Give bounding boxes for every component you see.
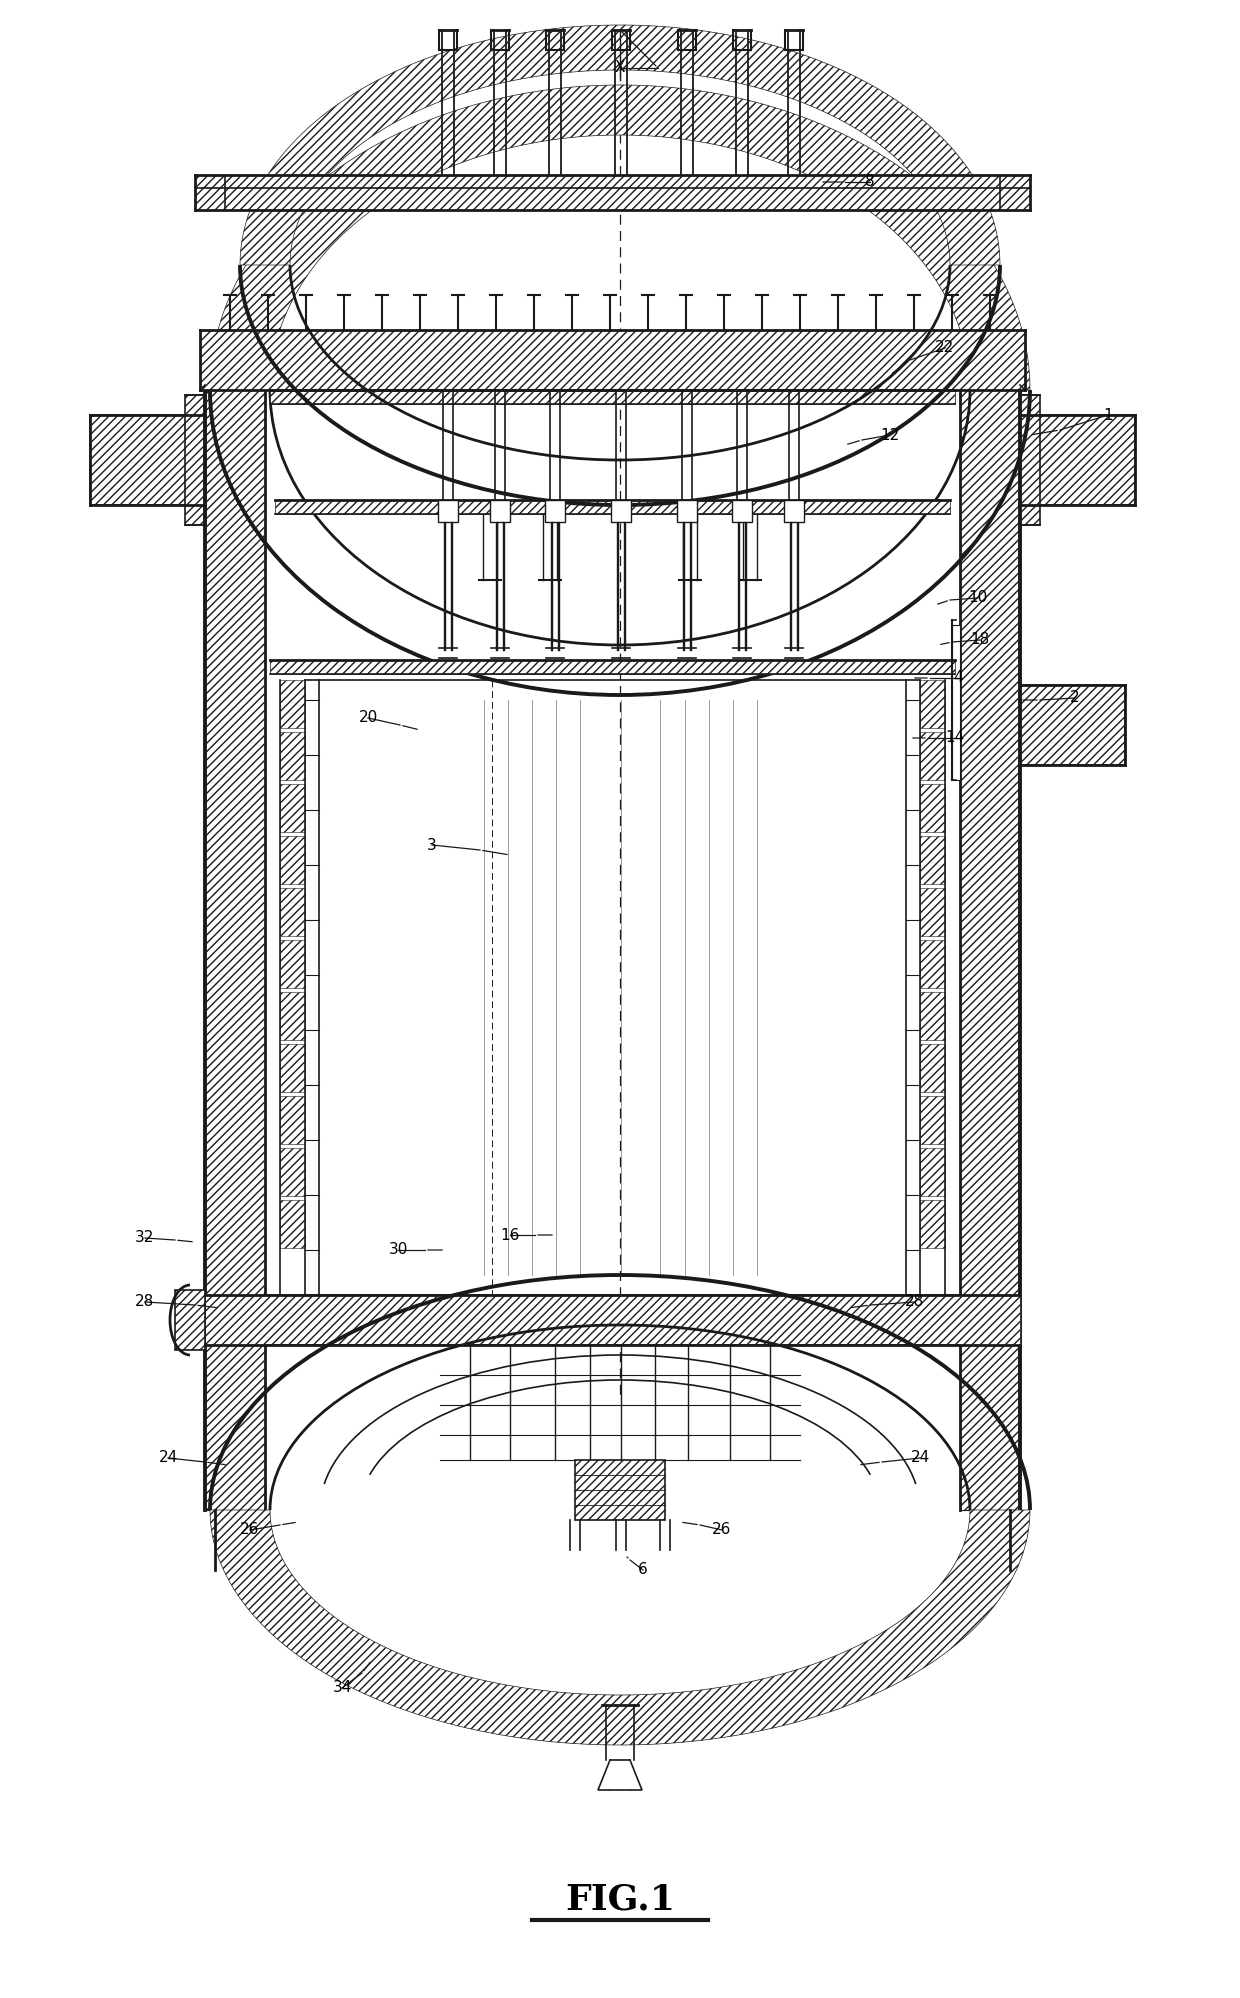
- Bar: [920, 731, 945, 779]
- Bar: [960, 386, 1021, 1510]
- Text: 4: 4: [954, 671, 962, 685]
- Polygon shape: [210, 1510, 1030, 1744]
- Text: 1: 1: [1104, 408, 1112, 422]
- Bar: [280, 783, 305, 831]
- Bar: [1021, 396, 1040, 525]
- Text: 8: 8: [866, 174, 874, 190]
- Bar: [920, 1149, 945, 1197]
- Polygon shape: [241, 26, 999, 266]
- Text: 34: 34: [332, 1680, 352, 1696]
- Bar: [280, 835, 305, 883]
- Bar: [920, 887, 945, 935]
- Bar: [677, 500, 697, 521]
- Bar: [438, 500, 458, 521]
- Bar: [185, 396, 205, 525]
- Bar: [1021, 685, 1125, 765]
- Bar: [611, 500, 631, 521]
- Text: 6: 6: [639, 1562, 647, 1578]
- Bar: [270, 390, 955, 404]
- Text: 3: 3: [427, 837, 436, 853]
- Bar: [546, 500, 565, 521]
- Text: 28: 28: [135, 1295, 155, 1309]
- Text: 30: 30: [388, 1243, 408, 1257]
- Text: 28: 28: [905, 1295, 925, 1309]
- Bar: [280, 991, 305, 1041]
- Bar: [280, 1097, 305, 1145]
- Bar: [1021, 416, 1135, 505]
- Bar: [275, 500, 950, 513]
- Bar: [205, 1295, 1021, 1345]
- Bar: [575, 1461, 665, 1520]
- Bar: [280, 1045, 305, 1093]
- Bar: [280, 939, 305, 987]
- Text: 26: 26: [712, 1522, 732, 1538]
- Bar: [200, 330, 1025, 390]
- Bar: [920, 783, 945, 831]
- Bar: [280, 1149, 305, 1197]
- Bar: [91, 416, 205, 505]
- Text: FIG.1: FIG.1: [565, 1882, 675, 1916]
- Text: 26: 26: [241, 1522, 259, 1538]
- Bar: [205, 386, 265, 1510]
- Bar: [280, 1201, 305, 1249]
- Bar: [175, 1291, 205, 1351]
- Text: 32: 32: [135, 1231, 155, 1245]
- Bar: [920, 1045, 945, 1093]
- Bar: [490, 500, 510, 521]
- Bar: [195, 176, 1030, 210]
- Bar: [280, 731, 305, 779]
- Text: 16: 16: [500, 1227, 520, 1243]
- Bar: [920, 1201, 945, 1249]
- Bar: [280, 679, 305, 727]
- Bar: [920, 835, 945, 883]
- Text: X: X: [615, 60, 625, 76]
- Bar: [920, 679, 945, 727]
- Polygon shape: [598, 1760, 642, 1790]
- Text: 20: 20: [358, 711, 378, 725]
- Bar: [732, 500, 751, 521]
- Text: 24: 24: [159, 1451, 177, 1465]
- Text: 12: 12: [880, 428, 900, 442]
- Text: 14: 14: [945, 731, 965, 745]
- Text: 18: 18: [971, 633, 990, 647]
- Text: 2: 2: [1070, 691, 1080, 705]
- Bar: [784, 500, 804, 521]
- Bar: [280, 887, 305, 935]
- Bar: [920, 991, 945, 1041]
- Bar: [920, 1097, 945, 1145]
- Text: 22: 22: [935, 340, 955, 356]
- Bar: [270, 659, 955, 673]
- Bar: [920, 939, 945, 987]
- Text: 24: 24: [910, 1451, 930, 1465]
- Polygon shape: [210, 86, 1030, 390]
- Text: 10: 10: [968, 591, 987, 605]
- Bar: [952, 625, 960, 779]
